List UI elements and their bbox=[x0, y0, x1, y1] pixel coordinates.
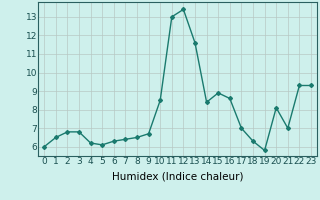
X-axis label: Humidex (Indice chaleur): Humidex (Indice chaleur) bbox=[112, 172, 243, 182]
